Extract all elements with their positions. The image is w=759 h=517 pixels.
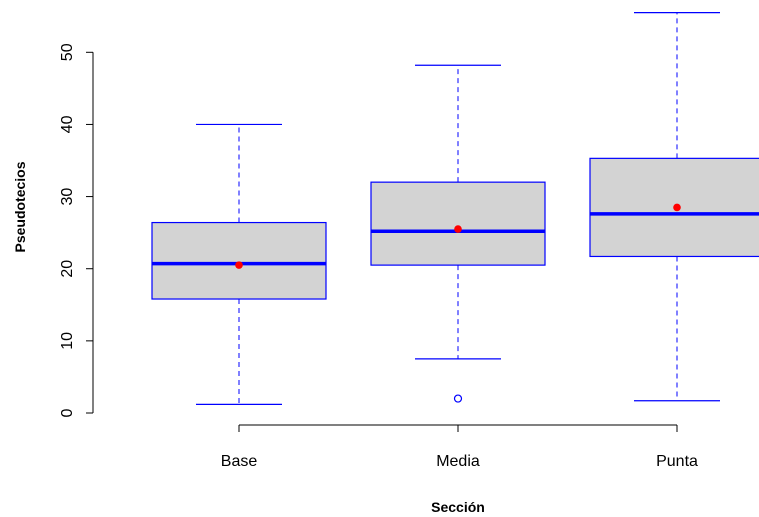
- mean-point: [454, 225, 462, 233]
- y-tick-label-0: 0: [59, 408, 76, 417]
- y-axis-label: Pseudotecios: [12, 161, 28, 252]
- box-group-base: [152, 124, 326, 404]
- y-tick-label-30: 30: [59, 188, 76, 206]
- y-tick-label-10: 10: [59, 332, 76, 350]
- mean-point: [673, 204, 681, 212]
- box-iqr: [152, 223, 326, 299]
- box-iqr: [371, 182, 545, 265]
- y-axis: 0 10 20 30 40 50: [59, 43, 93, 417]
- box-group-punta: [590, 13, 759, 401]
- outlier-point: [455, 395, 462, 402]
- x-axis-label: Sección: [431, 499, 485, 515]
- x-axis: Base Media Punta: [221, 425, 698, 470]
- plot-area: [152, 13, 759, 405]
- mean-point: [235, 261, 243, 269]
- x-tick-label-base: Base: [221, 453, 258, 470]
- box-group-media: [371, 65, 545, 402]
- y-tick-label-20: 20: [59, 260, 76, 278]
- x-tick-label-media: Media: [436, 453, 480, 470]
- x-tick-label-punta: Punta: [656, 453, 698, 470]
- y-tick-label-40: 40: [59, 115, 76, 133]
- y-tick-label-50: 50: [59, 43, 76, 61]
